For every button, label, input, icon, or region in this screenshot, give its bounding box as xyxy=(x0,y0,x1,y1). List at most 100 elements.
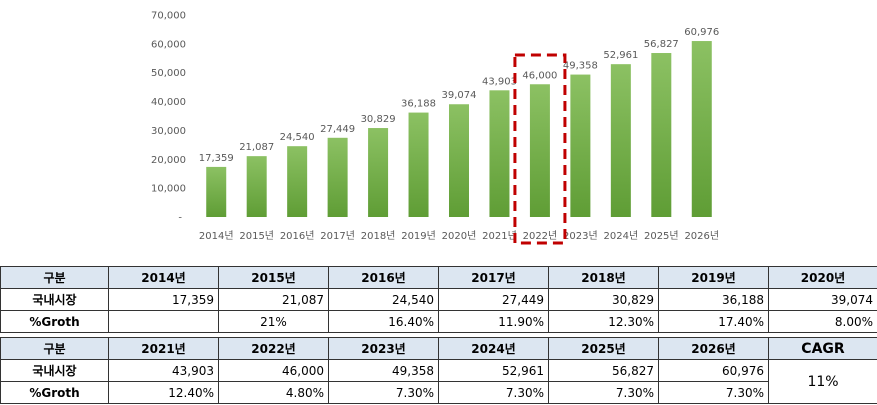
bar xyxy=(449,104,469,217)
header-cell: 2023년 xyxy=(328,337,439,360)
data-table-2021-2026: 구분 2021년 2022년 2023년 2024년 2025년 2026년 C… xyxy=(0,337,877,404)
bar xyxy=(610,64,631,218)
table-row-growth: %Groth 12.40% 4.80% 7.30% 7.30% 7.30% 7.… xyxy=(0,381,877,404)
market-cell: 39,074 xyxy=(768,288,877,311)
market-cell: 17,359 xyxy=(108,288,219,311)
bar xyxy=(529,84,550,217)
highlight-box-2022 xyxy=(513,53,567,245)
bar xyxy=(206,166,227,217)
growth-cell: 7.30% xyxy=(658,381,769,404)
header-cell: 2025년 xyxy=(548,337,659,360)
market-cell: 46,000 xyxy=(218,359,329,382)
growth-cell: 7.30% xyxy=(548,381,659,404)
market-cell: 21,087 xyxy=(218,288,329,311)
bar xyxy=(368,128,389,217)
y-tick-label: 70,000 xyxy=(151,11,186,22)
y-tick-label: 30,000 xyxy=(151,126,186,137)
row-label-market: 국내시장 xyxy=(0,359,109,382)
y-tick-label: 10,000 xyxy=(151,184,186,195)
x-tick-label: 2026년 xyxy=(684,230,719,242)
header-cell: 2024년 xyxy=(438,337,549,360)
growth-cell: 17.40% xyxy=(658,310,769,333)
bar-value-label: 43,903 xyxy=(482,76,517,87)
y-tick-label: 20,000 xyxy=(151,155,186,166)
growth-cell: 16.40% xyxy=(328,310,439,333)
table-header-row: 구분 2021년 2022년 2023년 2024년 2025년 2026년 C… xyxy=(0,337,877,360)
market-cell: 52,961 xyxy=(438,359,549,382)
y-tick-label: - xyxy=(178,213,182,224)
bar xyxy=(651,53,672,217)
bar-value-label: 21,087 xyxy=(239,142,274,153)
header-cell: 2026년 xyxy=(658,337,769,360)
market-cell: 27,449 xyxy=(438,288,549,311)
x-axis: 2014년 2015년 2016년 2017년 2018년 2019년 2020년 2021년… xyxy=(199,230,719,242)
bar-value-label: 56,827 xyxy=(644,39,679,50)
y-tick-label: 40,000 xyxy=(151,97,186,108)
row-label-market: 국내시장 xyxy=(0,288,109,311)
header-cell: 2016년 xyxy=(328,266,439,289)
bar-value-label: 52,961 xyxy=(603,50,638,61)
bar xyxy=(489,90,510,217)
growth-cell: 7.30% xyxy=(438,381,549,404)
bar xyxy=(246,156,267,217)
x-tick-label: 2025년 xyxy=(644,230,679,242)
bar-value-label: 24,540 xyxy=(280,132,315,143)
table-row-market: 국내시장 17,359 21,087 24,540 27,449 30,829 … xyxy=(0,288,877,311)
x-tick-label: 2023년 xyxy=(563,230,598,242)
bar xyxy=(287,146,308,217)
x-tick-label: 2015년 xyxy=(239,230,274,242)
bar-value-label: 27,449 xyxy=(320,124,355,135)
growth-cell: 11.90% xyxy=(438,310,549,333)
market-cell: 49,358 xyxy=(328,359,439,382)
x-tick-label: 2024년 xyxy=(604,230,639,242)
header-cell: 2020년 xyxy=(768,266,877,289)
market-cell: 43,903 xyxy=(108,359,219,382)
bar-value-label: 39,074 xyxy=(442,90,477,101)
bar-value-label: 60,976 xyxy=(684,27,719,38)
bar xyxy=(570,74,591,217)
x-tick-label: 2021년 xyxy=(482,230,517,242)
cagr-value: 11% xyxy=(768,359,877,404)
bar-value-label: 36,188 xyxy=(401,99,436,110)
y-axis: - 10,000 20,000 30,000 40,000 50,000 60,000 70,… xyxy=(151,11,186,224)
x-tick-label: 2017년 xyxy=(320,230,355,242)
x-tick-label: 2019년 xyxy=(401,230,436,242)
x-tick-label: 2014년 xyxy=(199,230,234,242)
bar-value-label: 49,358 xyxy=(563,61,598,72)
growth-cell: 12.40% xyxy=(108,381,219,404)
row-label-growth: %Groth xyxy=(0,310,109,333)
bar-value-label: 30,829 xyxy=(361,114,396,125)
y-tick-label: 50,000 xyxy=(151,68,186,79)
market-cell: 24,540 xyxy=(328,288,439,311)
market-bar-chart: - 10,000 20,000 30,000 40,000 50,000 60,000 70,… xyxy=(151,11,719,245)
table-row-market: 국내시장 43,903 46,000 49,358 52,961 56,827 … xyxy=(0,359,877,404)
header-cell-cagr: CAGR xyxy=(768,337,877,360)
market-cell: 56,827 xyxy=(548,359,659,382)
table-header-row: 구분 2014년 2015년 2016년 2017년 2018년 2019년 2… xyxy=(0,266,877,289)
growth-cell: 12.30% xyxy=(548,310,659,333)
header-cell: 2019년 xyxy=(658,266,769,289)
x-tick-label: 2020년 xyxy=(442,230,477,242)
growth-cell xyxy=(108,310,219,333)
growth-cell: 8.00% xyxy=(768,310,877,333)
growth-cell: 7.30% xyxy=(328,381,439,404)
x-tick-label: 2022년 xyxy=(523,230,558,242)
market-cell: 36,188 xyxy=(658,288,769,311)
header-cell: 2021년 xyxy=(108,337,219,360)
row-label-growth: %Groth xyxy=(0,381,109,404)
header-cell: 구분 xyxy=(0,266,109,289)
header-cell: 2015년 xyxy=(218,266,329,289)
x-tick-label: 2018년 xyxy=(361,230,396,242)
bar xyxy=(691,41,712,218)
bar-value-label: 46,000 xyxy=(522,70,557,81)
header-cell: 2017년 xyxy=(438,266,549,289)
growth-cell: 21% xyxy=(218,310,329,333)
market-cell: 30,829 xyxy=(548,288,659,311)
header-cell: 구분 xyxy=(0,337,109,360)
y-tick-label: 60,000 xyxy=(151,39,186,50)
table-row-growth: %Groth 21% 16.40% 11.90% 12.30% 17.40% 8… xyxy=(0,310,877,333)
market-cell: 60,976 xyxy=(658,359,769,382)
bar xyxy=(327,137,348,217)
growth-cell: 4.80% xyxy=(218,381,329,404)
bar-value-label: 17,359 xyxy=(199,153,234,164)
